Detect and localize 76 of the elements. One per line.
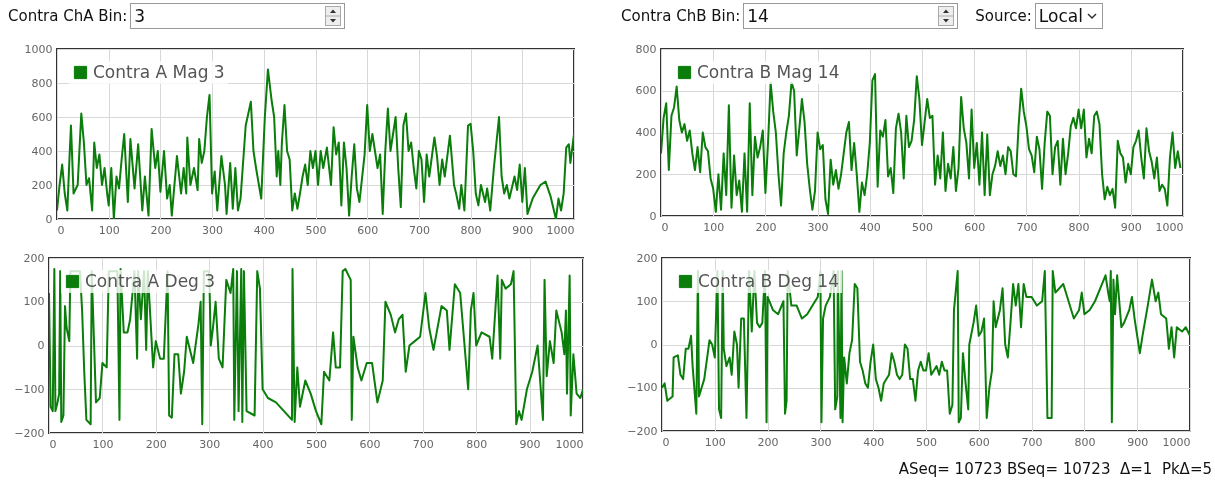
- y-tick-label: 800: [635, 42, 657, 56]
- text: Contra ChA Bin:: [8, 7, 128, 25]
- x-tick-label: 200: [757, 435, 779, 449]
- x-tick-label: 900: [1120, 220, 1142, 234]
- y-tick-label: 400: [635, 126, 657, 139]
- y-tick-label: 800: [31, 76, 53, 90]
- x-tick-label: 500: [912, 220, 933, 234]
- x-tick-label: 700: [412, 437, 434, 451]
- x-tick-label: 800: [466, 437, 488, 451]
- y-tick-label: −100: [14, 382, 45, 396]
- x-tick-label: 700: [408, 223, 430, 237]
- text: ASeq= 10723 BSeq= 10723 Δ=1 PkΔ=5: [898, 460, 1212, 478]
- x-tick-label: 300: [810, 435, 832, 449]
- y-tick-label: 1000: [24, 42, 53, 56]
- x-tick-label: 500: [305, 223, 327, 237]
- number-field: 14: [743, 3, 959, 29]
- y-tick-label: 200: [636, 251, 658, 265]
- x-tick-label: 900: [512, 223, 534, 237]
- x-tick-label: 500: [916, 435, 937, 449]
- legend-label: Contra B Mag 14: [697, 61, 840, 82]
- y-tick-label: 600: [635, 84, 657, 98]
- x-tick-label: 600: [357, 223, 379, 237]
- y-tick-label: 600: [31, 110, 53, 124]
- x-tick-label: 600: [968, 435, 990, 449]
- dropdown-field: Local: [1034, 3, 1103, 29]
- x-tick-label: 1000: [555, 437, 584, 451]
- x-tick-label: 800: [1074, 435, 1096, 449]
- y-tick-label: −100: [627, 381, 658, 395]
- x-tick-label: 100: [98, 223, 120, 237]
- x-tick-label: 0: [662, 435, 670, 449]
- y-tick-label: 200: [31, 178, 53, 192]
- y-tick-label: 100: [636, 294, 658, 308]
- x-tick-label: 300: [199, 437, 221, 451]
- x-tick-label: 700: [1016, 220, 1038, 234]
- x-tick-label: 100: [704, 435, 726, 449]
- x-tick-label: 700: [1021, 435, 1043, 449]
- x-tick-label: 500: [306, 437, 327, 451]
- x-tick-label: 400: [253, 223, 275, 237]
- y-tick-label: 100: [23, 295, 45, 309]
- x-tick-label: 1000: [546, 223, 575, 237]
- number-field: 3: [130, 3, 346, 29]
- x-tick-label: 0: [57, 223, 65, 237]
- x-tick-label: 200: [145, 437, 167, 451]
- y-tick-label: 200: [23, 251, 45, 265]
- x-tick-label: 300: [202, 223, 224, 237]
- x-tick-label: 900: [1127, 435, 1149, 449]
- x-tick-label: 400: [863, 435, 885, 449]
- x-tick-label: 0: [661, 220, 669, 234]
- y-tick-label: 0: [37, 339, 45, 352]
- x-tick-label: 200: [755, 220, 777, 234]
- line-series: [662, 269, 1190, 424]
- line-series: [49, 267, 583, 426]
- x-tick-label: 900: [519, 437, 541, 451]
- x-tick-label: 800: [1068, 220, 1090, 234]
- y-tick-label: 0: [649, 209, 657, 223]
- x-tick-label: 1000: [1155, 220, 1184, 234]
- legend-label: Contra B Deg 14: [698, 270, 839, 291]
- text: Contra ChB Bin:: [621, 7, 741, 25]
- legend-label: Contra A Mag 3: [93, 61, 225, 82]
- x-tick-label: 800: [460, 223, 482, 237]
- y-tick-label: 200: [635, 167, 657, 181]
- y-tick-label: 0: [650, 338, 658, 351]
- x-tick-label: 600: [359, 437, 381, 451]
- x-tick-label: 100: [703, 220, 725, 234]
- y-tick-label: 400: [31, 144, 53, 158]
- x-tick-label: 300: [807, 220, 829, 234]
- y-tick-label: −200: [14, 426, 45, 440]
- legend-label: Contra A Deg 3: [85, 270, 216, 291]
- y-tick-label: −200: [627, 424, 658, 438]
- x-tick-label: 1000: [1162, 435, 1191, 449]
- x-tick-label: 400: [252, 437, 274, 451]
- x-tick-label: 400: [859, 220, 881, 234]
- source-note: Source:: [975, 7, 1032, 25]
- x-tick-label: 200: [150, 223, 172, 237]
- x-tick-label: 100: [92, 437, 114, 451]
- x-tick-label: 600: [964, 220, 986, 234]
